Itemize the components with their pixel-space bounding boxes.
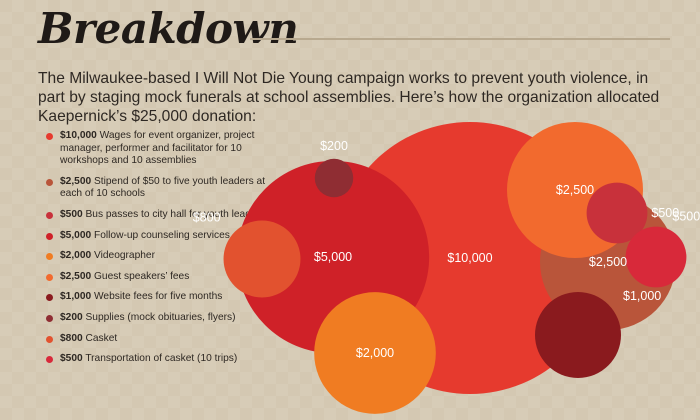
legend-swatch [46,273,53,281]
legend: $10,000 Wages for event organizer, proje… [46,130,276,374]
legend-item: $5,000 Follow-up counseling services [46,230,276,243]
bubble-label: $800 [193,211,221,225]
legend-description: Bus passes to city hall for youth leader… [82,208,266,220]
legend-description: Guest speakers’ fees [91,270,190,282]
legend-swatch [46,178,53,186]
legend-amount: $10,000 [60,130,97,141]
legend-item: $10,000 Wages for event organizer, proje… [46,130,276,168]
legend-amount: $500 [60,353,83,365]
legend-description: Transportation of casket (10 trips) [82,353,238,365]
bubble [314,158,354,198]
bubble-label: $1,000 [623,289,661,303]
legend-swatch [46,232,53,240]
intro-text: The Milwaukee-based I Will Not Die Young… [38,70,660,125]
page-title: Breakdown [38,4,299,53]
legend-swatch [46,294,53,302]
legend-amount: $800 [60,332,83,344]
bubble-label: $2,500 [589,255,627,269]
legend-item: $200 Supplies (mock obituaries, flyers) [46,312,276,325]
legend-description: Follow-up counseling services [91,229,230,241]
legend-amount: $2,000 [60,250,92,262]
legend-swatch [46,356,53,364]
bubble [314,292,436,414]
legend-swatch [46,314,53,322]
legend-swatch [46,335,53,343]
legend-item: $2,000 Videographer [46,250,276,263]
legend-description: Casket [82,332,118,344]
bubble-label: $10,000 [447,251,492,265]
bubble-label: $2,500 [556,183,594,197]
bubble-label: $200 [320,139,348,153]
legend-item: $500 Transportation of casket (10 trips) [46,353,276,366]
legend-amount: $200 [60,311,83,323]
legend-item: $800 Casket [46,333,276,346]
legend-item: $2,500 Stipend of $50 to five youth lead… [46,176,276,201]
bubble-label: $500 [651,206,679,220]
legend-item: $2,500 Guest speakers’ fees [46,271,276,284]
legend-swatch [46,211,53,219]
legend-amount: $500 [60,208,83,220]
legend-swatch [46,253,53,261]
legend-description: Stipend of $50 to five youth leaders at … [60,175,266,200]
bubble-label: $500 [672,210,700,224]
legend-amount: $5,000 [60,229,92,241]
bubble [586,182,648,244]
legend-amount: $2,500 [60,270,92,282]
bubble-label: $5,000 [314,250,352,264]
legend-description: Website fees for five months [91,291,223,303]
legend-item: $1,000 Website fees for five months [46,291,276,304]
legend-amount: $1,000 [60,291,92,303]
legend-description: Videographer [91,250,155,262]
legend-amount: $2,500 [60,175,92,187]
bubble [625,226,687,288]
bubble-label: $2,000 [356,346,394,360]
legend-swatch [46,133,53,140]
title-divider [250,38,670,40]
bubble [534,291,622,379]
legend-description: Supplies (mock obituaries, flyers) [82,311,236,323]
legend-description: Wages for event organizer, project manag… [60,130,255,167]
legend-item: $500 Bus passes to city hall for youth l… [46,209,276,222]
bubble [223,220,301,298]
